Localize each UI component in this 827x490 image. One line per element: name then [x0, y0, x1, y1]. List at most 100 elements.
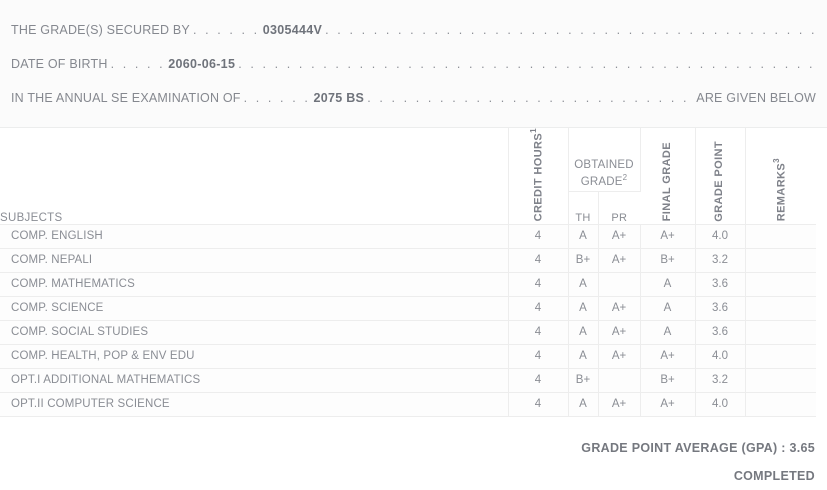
- declaration-tail-text: ARE GIVEN BELOW: [696, 90, 816, 105]
- header-row-secondary: TH PR: [0, 191, 816, 226]
- cell-final-grade: A+: [640, 392, 696, 418]
- column-header-obtained-grade: OBTAINED GRADE2: [568, 128, 641, 192]
- cell-grade-point: 4.0: [695, 344, 746, 370]
- cell-grade-point: 4.0: [695, 392, 746, 418]
- cell-final-grade: B+: [640, 368, 696, 394]
- column-header-final-grade: FINAL GRADE: [640, 128, 696, 226]
- cell-practical-grade: A+: [598, 224, 641, 250]
- cell-remarks: [745, 344, 817, 370]
- cell-remarks: [745, 224, 817, 250]
- cell-subject: COMP. HEALTH, POP & ENV EDU: [0, 344, 509, 370]
- final-grade-label: FINAL GRADE: [660, 142, 673, 222]
- cell-practical-grade: A+: [598, 248, 641, 274]
- remarks-label: REMARKS3: [772, 158, 789, 221]
- cell-final-grade: A: [640, 296, 696, 322]
- column-header-remarks: REMARKS3: [745, 128, 817, 226]
- leader-dots-fill: . . . . . . . . . . . . . . . . . . . . …: [367, 90, 694, 105]
- declaration-line-grades-secured-by: THE GRADE(S) SECURED BY . . . . . . 0305…: [11, 13, 816, 47]
- cell-remarks: [745, 296, 817, 322]
- remarks-footnote: 3: [772, 158, 782, 163]
- declaration-label: IN THE ANNUAL SE EXAMINATION OF: [11, 90, 241, 105]
- marksheet-table-body: COMP. ENGLISH 4 A A+ A+ 4.0 COMP. NEPALI 4 B+ A+ B…: [0, 224, 817, 418]
- cell-practical-grade: A+: [598, 320, 641, 346]
- declaration-label: THE GRADE(S) SECURED BY: [11, 22, 190, 37]
- cell-subject: COMP. NEPALI: [0, 248, 509, 274]
- cell-practical-grade: A+: [598, 392, 641, 418]
- cell-remarks: [745, 368, 817, 394]
- obtained-grade-text: OBTAINED GRADE: [574, 158, 634, 188]
- cell-theory-grade: A: [568, 320, 599, 346]
- cell-theory-grade: A: [568, 296, 599, 322]
- cell-grade-point: 3.6: [695, 296, 746, 322]
- cell-remarks: [745, 248, 817, 274]
- remarks-text: REMARKS: [775, 162, 788, 222]
- declaration-line-examination: IN THE ANNUAL SE EXAMINATION OF . . . . …: [11, 81, 816, 115]
- cell-grade-point: 3.6: [695, 320, 746, 346]
- cell-credit-hours: 4: [508, 272, 569, 298]
- cell-subject: COMP. MATHEMATICS: [0, 272, 509, 298]
- table-row: COMP. SOCIAL STUDIES 4 A A+ A 3.6: [0, 320, 817, 346]
- table-row: COMP. MATHEMATICS 4 A A 3.6: [0, 272, 817, 298]
- header-row-primary: SUBJECTS CREDIT HOURS1 OBTAINED GRADE2 F…: [0, 128, 817, 226]
- declaration-value-symbol-number: 0305444V: [262, 22, 323, 37]
- declaration-label: DATE OF BIRTH: [11, 56, 108, 71]
- column-header-theory: TH: [568, 191, 599, 226]
- table-row: OPT.II COMPUTER SCIENCE 4 A A+ A+ 4.0: [0, 392, 817, 418]
- table-row: COMP. NEPALI 4 B+ A+ B+ 3.2: [0, 248, 817, 274]
- cell-final-grade: A+: [640, 344, 696, 370]
- cell-subject: OPT.I ADDITIONAL MATHEMATICS: [0, 368, 509, 394]
- cell-remarks: [745, 272, 817, 298]
- cell-subject: COMP. SOCIAL STUDIES: [0, 320, 509, 346]
- cell-credit-hours: 4: [508, 224, 569, 250]
- credit-hours-text: CREDIT HOURS: [532, 132, 545, 222]
- cell-credit-hours: 4: [508, 320, 569, 346]
- result-status-line: COMPLETED: [733, 469, 815, 484]
- cell-theory-grade: A: [568, 272, 599, 298]
- column-header-subjects: SUBJECTS: [0, 128, 509, 226]
- leader-dots: . . . . . .: [243, 90, 311, 105]
- cell-final-grade: B+: [640, 248, 696, 274]
- declaration-value-exam-year: 2075 BS: [313, 90, 365, 105]
- cell-final-grade: A+: [640, 224, 696, 250]
- cell-practical-grade: [598, 272, 641, 298]
- cell-grade-point: 3.6: [695, 272, 746, 298]
- cell-subject: OPT.II COMPUTER SCIENCE: [0, 392, 509, 418]
- cell-final-grade: A: [640, 320, 696, 346]
- column-header-grade-point: GRADE POINT: [695, 128, 746, 226]
- table-row: COMP. ENGLISH 4 A A+ A+ 4.0: [0, 224, 817, 250]
- cell-grade-point: 4.0: [695, 224, 746, 250]
- grade-point-average-line: GRADE POINT AVERAGE (GPA) : 3.65: [581, 441, 815, 456]
- cell-credit-hours: 4: [508, 344, 569, 370]
- cell-subject: COMP. ENGLISH: [0, 224, 509, 250]
- marksheet-table: SUBJECTS CREDIT HOURS1 OBTAINED GRADE2 F…: [0, 128, 817, 418]
- column-header-credit-hours: CREDIT HOURS1: [508, 128, 569, 226]
- cell-final-grade: A: [640, 272, 696, 298]
- grade-point-label: GRADE POINT: [713, 140, 726, 222]
- cell-grade-point: 3.2: [695, 368, 746, 394]
- declaration-block: THE GRADE(S) SECURED BY . . . . . . 0305…: [0, 0, 827, 128]
- cell-subject: COMP. SCIENCE: [0, 296, 509, 322]
- marksheet-footer: GRADE POINT AVERAGE (GPA) : 3.65 COMPLET…: [0, 417, 816, 490]
- cell-credit-hours: 4: [508, 248, 569, 274]
- cell-practical-grade: A+: [598, 296, 641, 322]
- cell-theory-grade: A: [568, 344, 599, 370]
- leader-dots-fill: . . . . . . . . . . . . . . . . . . . . …: [325, 22, 816, 37]
- cell-practical-grade: A+: [598, 344, 641, 370]
- cell-credit-hours: 4: [508, 368, 569, 394]
- cell-credit-hours: 4: [508, 296, 569, 322]
- declaration-value-date-of-birth: 2060-06-15: [168, 56, 236, 71]
- cell-credit-hours: 4: [508, 392, 569, 418]
- table-row: COMP. SCIENCE 4 A A+ A 3.6: [0, 296, 817, 322]
- table-row: OPT.I ADDITIONAL MATHEMATICS 4 B+ B+ 3.2: [0, 368, 817, 394]
- cell-grade-point: 3.2: [695, 248, 746, 274]
- credit-hours-label: CREDIT HOURS1: [529, 128, 546, 221]
- column-header-practical: PR: [598, 191, 641, 226]
- cell-theory-grade: B+: [568, 248, 599, 274]
- declaration-line-date-of-birth: DATE OF BIRTH . . . . . 2060-06-15 . . .…: [11, 47, 816, 81]
- leader-dots-fill: . . . . . . . . . . . . . . . . . . . . …: [238, 56, 816, 71]
- leader-dots: . . . . . .: [192, 22, 260, 37]
- cell-theory-grade: A: [568, 392, 599, 418]
- marksheet-table-header: SUBJECTS CREDIT HOURS1 OBTAINED GRADE2 F…: [0, 128, 817, 226]
- cell-theory-grade: A: [568, 224, 599, 250]
- cell-remarks: [745, 320, 817, 346]
